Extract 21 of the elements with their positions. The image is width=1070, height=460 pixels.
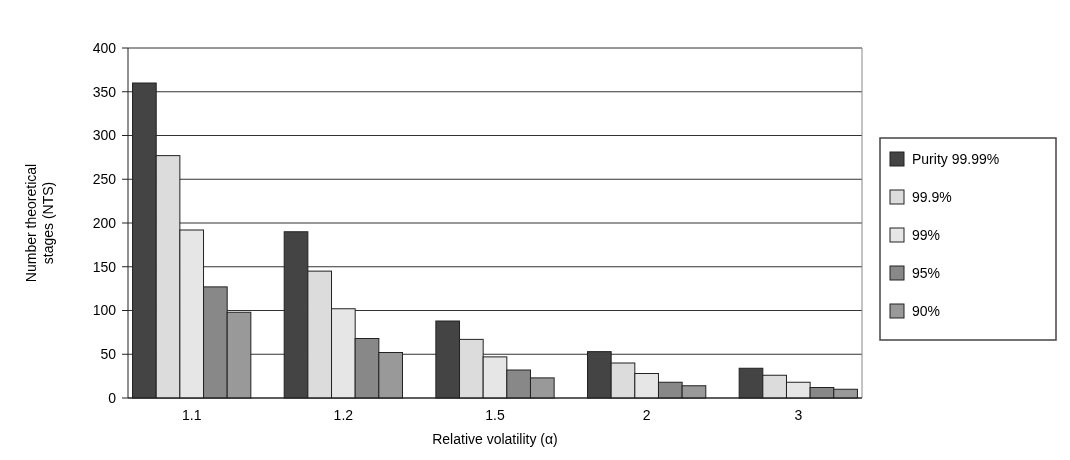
legend-label: 90%: [912, 302, 941, 319]
y-tick-label: 200: [92, 214, 117, 231]
x-axis-title: Relative volatility (α): [432, 431, 558, 447]
y-tick-label: 350: [92, 83, 117, 100]
y-tick-label: 100: [92, 302, 117, 319]
x-tick-label: 1.5: [485, 407, 505, 423]
legend-label: 95%: [912, 264, 941, 281]
x-tick-label: 2: [642, 407, 651, 423]
y-tick-label: 300: [92, 127, 117, 144]
y-axis-title: Number theoretical stages (NTS): [23, 163, 56, 283]
legend-label: 99.9%: [912, 188, 952, 205]
legend-label: 99%: [912, 226, 941, 243]
y-tick-label: 250: [92, 171, 117, 188]
x-tick-label: 1.2: [333, 407, 354, 423]
x-tick-label: 3: [794, 407, 803, 423]
x-tick-label: 1.1: [181, 407, 202, 423]
legend-label: Purity 99.99%: [912, 150, 1000, 167]
y-tick-label: 150: [92, 258, 117, 275]
y-tick-label: 50: [100, 346, 117, 363]
y-tick-label: 0: [108, 389, 117, 406]
y-tick-label: 400: [92, 39, 117, 56]
